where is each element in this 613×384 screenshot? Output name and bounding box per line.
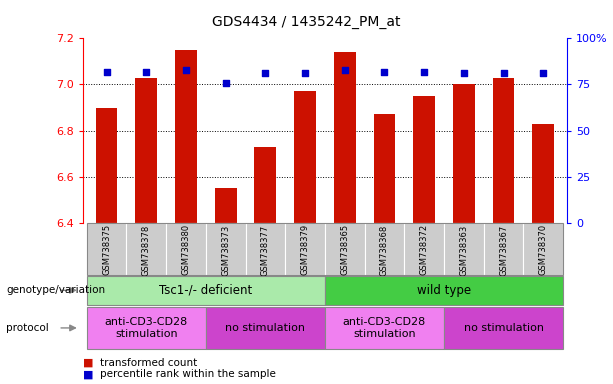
Point	[340, 67, 349, 73]
Bar	[245, 223, 285, 275]
Text: GSM738367: GSM738367	[499, 224, 508, 276]
Point	[379, 68, 389, 74]
Text: GSM738377: GSM738377	[261, 224, 270, 276]
Text: GSM738375: GSM738375	[102, 224, 111, 275]
Text: ■: ■	[83, 369, 93, 379]
Text: protocol: protocol	[6, 323, 49, 333]
Text: GSM738373: GSM738373	[221, 224, 230, 276]
Bar	[96, 108, 118, 223]
Point	[419, 68, 429, 74]
Point	[300, 70, 310, 76]
Bar	[444, 223, 484, 275]
Text: anti-CD3-CD28
stimulation: anti-CD3-CD28 stimulation	[105, 317, 188, 339]
Text: GSM738363: GSM738363	[459, 224, 468, 276]
Bar	[86, 307, 206, 349]
Text: GSM738378: GSM738378	[142, 224, 151, 276]
Bar	[532, 124, 554, 223]
Text: GSM738365: GSM738365	[340, 224, 349, 275]
Text: GSM738368: GSM738368	[380, 224, 389, 276]
Text: no stimulation: no stimulation	[226, 323, 305, 333]
Bar	[453, 84, 474, 223]
Bar	[135, 78, 157, 223]
Point	[142, 68, 151, 74]
Text: GSM738370: GSM738370	[539, 224, 547, 275]
Bar	[285, 223, 325, 275]
Bar	[215, 188, 237, 223]
Point	[498, 70, 508, 76]
Text: anti-CD3-CD28
stimulation: anti-CD3-CD28 stimulation	[343, 317, 426, 339]
Point	[181, 67, 191, 73]
Bar	[365, 223, 405, 275]
Bar	[325, 223, 365, 275]
Bar	[254, 147, 276, 223]
Bar	[86, 223, 126, 275]
Text: GSM738379: GSM738379	[300, 224, 310, 275]
Text: GSM738372: GSM738372	[420, 224, 428, 275]
Bar	[86, 276, 325, 305]
Text: Tsc1-/- deficient: Tsc1-/- deficient	[159, 284, 253, 297]
Text: wild type: wild type	[417, 284, 471, 297]
Bar	[166, 223, 206, 275]
Bar	[206, 307, 325, 349]
Text: percentile rank within the sample: percentile rank within the sample	[100, 369, 276, 379]
Bar	[334, 52, 356, 223]
Text: transformed count: transformed count	[100, 358, 197, 368]
Bar	[444, 307, 563, 349]
Point	[538, 70, 548, 76]
Bar	[175, 50, 197, 223]
Bar	[405, 223, 444, 275]
Bar	[126, 223, 166, 275]
Bar	[325, 307, 444, 349]
Text: no stimulation: no stimulation	[463, 323, 544, 333]
Bar	[294, 91, 316, 223]
Bar	[325, 276, 563, 305]
Bar	[206, 223, 245, 275]
Text: GDS4434 / 1435242_PM_at: GDS4434 / 1435242_PM_at	[212, 15, 401, 29]
Point	[459, 70, 469, 76]
Bar	[413, 96, 435, 223]
Point	[102, 68, 112, 74]
Text: GSM738380: GSM738380	[181, 224, 191, 275]
Text: ■: ■	[83, 358, 93, 368]
Bar	[524, 223, 563, 275]
Text: genotype/variation: genotype/variation	[6, 285, 105, 295]
Bar	[484, 223, 524, 275]
Bar	[493, 78, 514, 223]
Point	[221, 79, 230, 86]
Point	[261, 70, 270, 76]
Bar	[373, 114, 395, 223]
